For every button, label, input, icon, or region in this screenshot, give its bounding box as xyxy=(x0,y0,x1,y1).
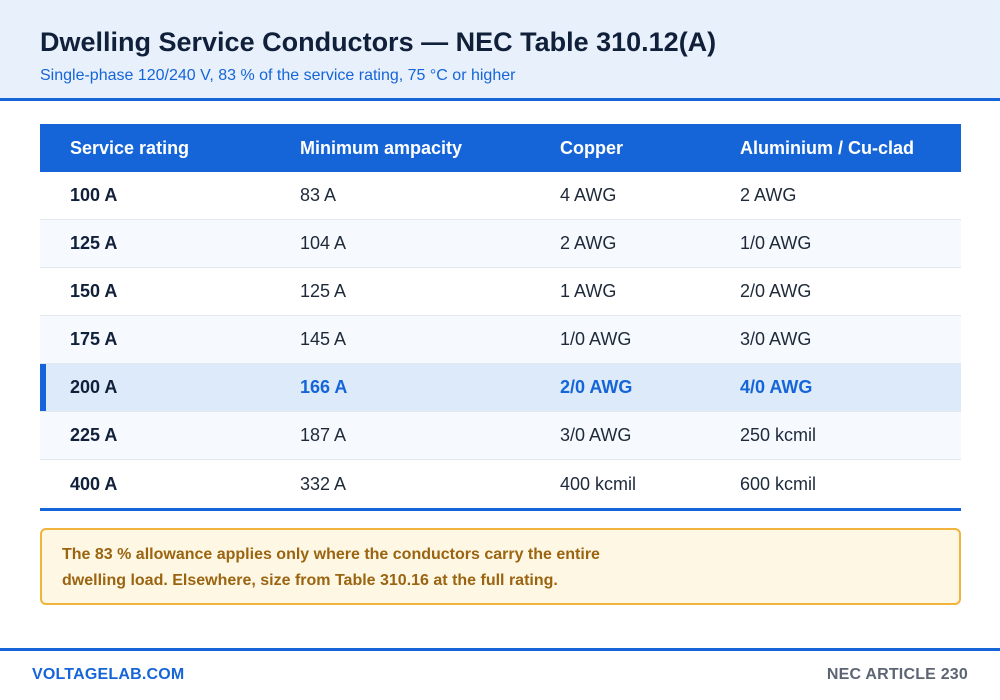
table-row: 225 A 187 A 3/0 AWG 250 kcmil xyxy=(40,412,961,460)
cell-minimum-ampacity: 166 A xyxy=(300,377,348,397)
cell-service-rating: 150 A xyxy=(70,281,118,301)
cell-service-rating: 100 A xyxy=(70,185,118,205)
cell-minimum-ampacity: 83 A xyxy=(300,185,337,205)
conductor-table: Service rating Minimum ampacity Copper A… xyxy=(40,124,961,511)
note-callout: The 83 % allowance applies only where th… xyxy=(40,528,961,605)
page-subtitle: Single-phase 120/240 V, 83 % of the serv… xyxy=(40,67,516,84)
cell-minimum-ampacity: 332 A xyxy=(300,473,347,494)
column-header-copper: Copper xyxy=(560,137,623,158)
table-row: 175 A 145 A 1/0 AWG 3/0 AWG xyxy=(40,316,961,364)
cell-copper: 400 kcmil xyxy=(560,473,637,494)
table-row-highlighted: 200 A 166 A 2/0 AWG 4/0 AWG xyxy=(40,364,961,412)
note-text: The 83 % allowance applies only where th… xyxy=(62,546,600,589)
cell-aluminium: 1/0 AWG xyxy=(740,233,812,253)
cell-aluminium: 2/0 AWG xyxy=(740,281,812,301)
cell-copper: 1/0 AWG xyxy=(560,329,632,349)
cell-aluminium: 3/0 AWG xyxy=(740,329,812,349)
column-header-aluminium: Aluminium / Cu-clad xyxy=(740,137,915,158)
table-row: 100 A 83 A 4 AWG 2 AWG xyxy=(40,172,961,220)
page-header: Dwelling Service Conductors — NEC Table … xyxy=(0,0,1000,101)
footer-divider xyxy=(0,648,1000,651)
column-header-minimum-ampacity: Minimum ampacity xyxy=(300,137,463,158)
cell-minimum-ampacity: 145 A xyxy=(300,329,347,349)
cell-service-rating: 175 A xyxy=(70,329,118,349)
cell-copper: 1 AWG xyxy=(560,281,617,301)
cell-aluminium: 600 kcmil xyxy=(740,473,817,494)
table-row: 150 A 125 A 1 AWG 2/0 AWG xyxy=(40,268,961,316)
table-row: 400 A 332 A 400 kcmil 600 kcmil xyxy=(40,460,961,508)
cell-aluminium: 4/0 AWG xyxy=(740,377,813,397)
footer-article-ref: NEC ARTICLE 230 xyxy=(826,666,968,683)
table-header: Service rating Minimum ampacity Copper A… xyxy=(40,124,961,172)
cell-copper: 2/0 AWG xyxy=(560,377,633,397)
cell-minimum-ampacity: 187 A xyxy=(300,425,347,445)
cell-service-rating: 125 A xyxy=(70,233,118,253)
cell-aluminium: 2 AWG xyxy=(740,185,797,205)
cell-copper: 3/0 AWG xyxy=(560,425,632,445)
footer-site-link[interactable]: VOLTAGELAB.COM xyxy=(32,666,185,683)
column-header-service-rating: Service rating xyxy=(70,137,190,158)
cell-aluminium: 250 kcmil xyxy=(740,425,817,445)
table-row: 125 A 104 A 2 AWG 1/0 AWG xyxy=(40,220,961,268)
cell-copper: 4 AWG xyxy=(560,185,617,205)
page-title: Dwelling Service Conductors — NEC Table … xyxy=(40,27,717,57)
cell-copper: 2 AWG xyxy=(560,233,617,253)
cell-minimum-ampacity: 125 A xyxy=(300,281,347,301)
cell-service-rating: 200 A xyxy=(70,377,118,397)
cell-minimum-ampacity: 104 A xyxy=(300,233,347,253)
cell-service-rating: 400 A xyxy=(70,473,118,494)
cell-service-rating: 225 A xyxy=(70,425,118,445)
